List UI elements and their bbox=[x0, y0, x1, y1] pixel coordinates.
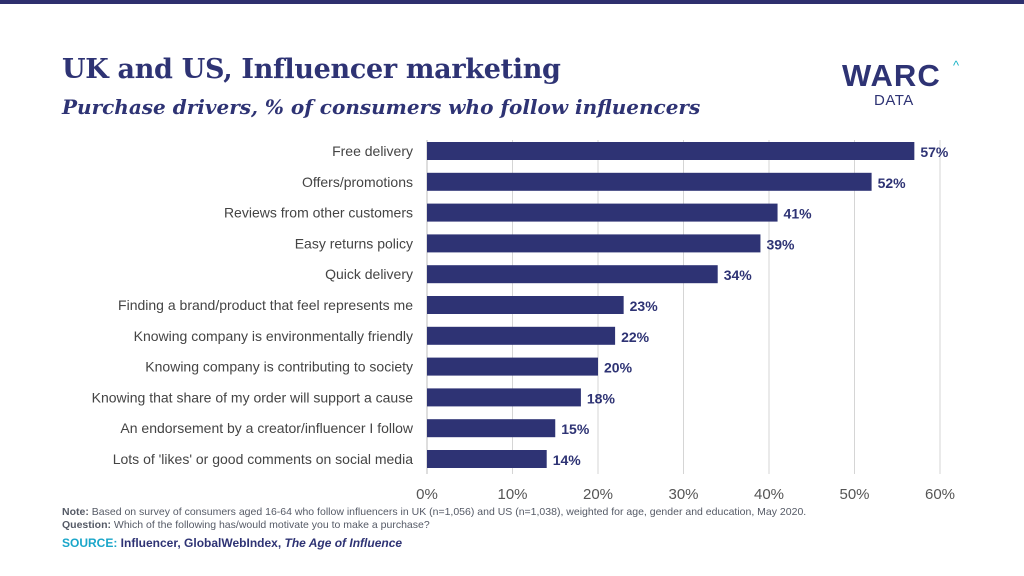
bar bbox=[427, 419, 556, 438]
bar bbox=[427, 172, 872, 191]
source-label: SOURCE: bbox=[62, 536, 118, 550]
x-tick-label: 30% bbox=[668, 486, 698, 503]
category-label: Quick delivery bbox=[325, 266, 413, 282]
category-label: Reviews from other customers bbox=[224, 205, 413, 221]
x-tick-label: 40% bbox=[754, 486, 784, 503]
x-tick-label: 0% bbox=[416, 486, 438, 503]
data-label: 39% bbox=[766, 236, 795, 252]
question-label: Question: bbox=[62, 519, 111, 531]
note-text: Based on survey of consumers aged 16-64 … bbox=[88, 506, 807, 518]
warc-logo: WARC ^ DATA bbox=[842, 58, 972, 112]
chart-subtitle: Purchase drivers, % of consumers who fol… bbox=[62, 95, 701, 119]
data-label: 22% bbox=[621, 329, 650, 345]
note-label: Note: bbox=[62, 506, 89, 518]
question-text: Which of the following has/would motivat… bbox=[111, 519, 430, 531]
data-label: 41% bbox=[784, 206, 813, 222]
x-tick-label: 50% bbox=[839, 486, 869, 503]
source-text: Influencer, GlobalWebIndex, bbox=[117, 536, 282, 550]
bar bbox=[427, 450, 547, 468]
footer-source: SOURCE: Influencer, GlobalWebIndex, The … bbox=[62, 536, 1012, 550]
bar bbox=[427, 203, 778, 222]
data-label: 34% bbox=[724, 267, 753, 283]
bar bbox=[427, 265, 718, 284]
data-label: 52% bbox=[878, 175, 907, 191]
data-label: 14% bbox=[553, 452, 582, 468]
x-tick-label: 20% bbox=[583, 486, 613, 503]
category-label: Knowing that share of my order will supp… bbox=[92, 389, 414, 405]
source-italic: The Age of Influence bbox=[281, 536, 403, 550]
x-tick-label: 60% bbox=[925, 486, 955, 503]
category-label: Offers/promotions bbox=[302, 174, 413, 190]
footer: Note: Based on survey of consumers aged … bbox=[62, 506, 1012, 550]
data-label: 23% bbox=[630, 298, 659, 314]
bar bbox=[427, 234, 761, 253]
category-label: Free delivery bbox=[332, 143, 413, 159]
category-label: Lots of 'likes' or good comments on soci… bbox=[113, 451, 413, 467]
logo-subtitle: DATA bbox=[874, 92, 914, 109]
bar bbox=[427, 296, 624, 314]
category-label: An endorsement by a creator/influencer I… bbox=[120, 420, 413, 436]
x-tick-label: 10% bbox=[497, 486, 527, 503]
data-label: 57% bbox=[920, 144, 949, 160]
chart-title: UK and US, Influencer marketing bbox=[62, 54, 561, 85]
bar bbox=[427, 326, 616, 345]
category-label: Finding a brand/product that feel repres… bbox=[118, 297, 413, 313]
data-label: 20% bbox=[604, 360, 633, 376]
logo-caret-icon: ^ bbox=[953, 58, 960, 73]
bar bbox=[427, 357, 598, 376]
bar bbox=[427, 388, 581, 407]
top-rule bbox=[0, 0, 1024, 4]
category-label: Knowing company is contributing to socie… bbox=[145, 359, 413, 375]
category-label: Easy returns policy bbox=[295, 235, 413, 251]
logo-wordmark: WARC bbox=[842, 58, 941, 93]
data-label: 15% bbox=[561, 421, 590, 437]
category-label: Knowing company is environmentally frien… bbox=[134, 328, 413, 344]
footer-question: Question: Which of the following has/wou… bbox=[62, 519, 1012, 532]
data-label: 18% bbox=[587, 390, 616, 406]
footer-note: Note: Based on survey of consumers aged … bbox=[62, 506, 1012, 519]
bar bbox=[427, 142, 915, 160]
